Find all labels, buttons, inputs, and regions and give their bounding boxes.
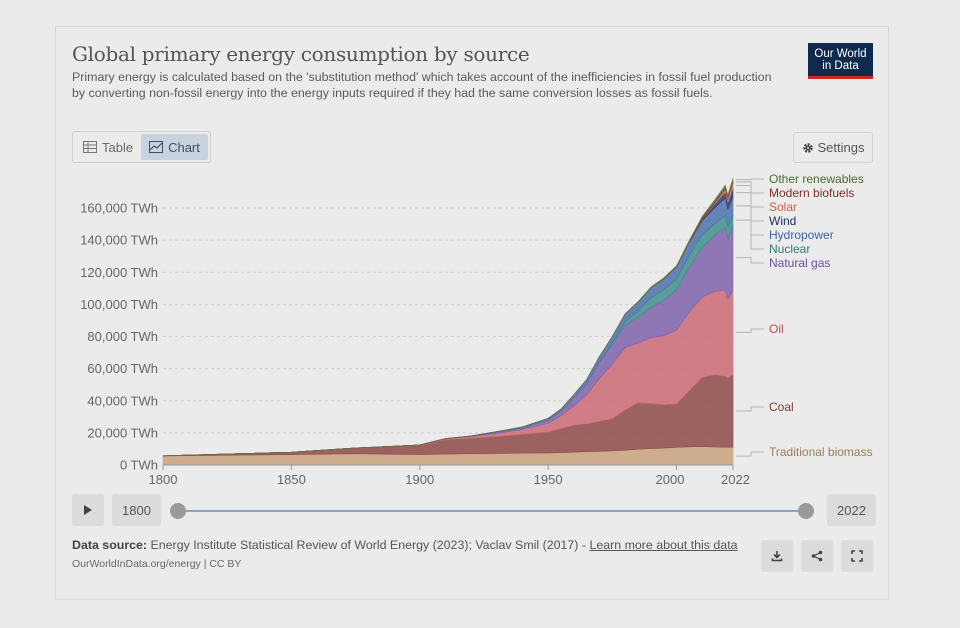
x-tick-label: 1850: [277, 472, 306, 487]
data-source: Data source: Energy Institute Statistica…: [72, 538, 738, 552]
legend-label-coal: Coal: [769, 400, 794, 414]
legend-connector: [736, 257, 764, 264]
settings-button[interactable]: Settings: [793, 132, 873, 163]
legend-connector: [736, 328, 764, 333]
y-tick-label: 80,000 TWh: [87, 329, 158, 344]
view-tabs: Table Chart: [72, 131, 211, 163]
table-icon: [83, 141, 97, 153]
y-tick-label: 40,000 TWh: [87, 393, 158, 408]
legend-label-wind: Wind: [769, 214, 796, 228]
legend-label-hydropower: Hydropower: [769, 228, 834, 242]
legend-connector: [736, 178, 764, 181]
legend-label-modern-biofuels: Modern biofuels: [769, 186, 854, 200]
timeline-end-handle[interactable]: [798, 503, 814, 519]
license-url[interactable]: OurWorldInData.org/energy | CC BY: [72, 558, 242, 570]
logo-line-2: in Data: [822, 60, 859, 72]
y-tick-label: 140,000 TWh: [80, 233, 158, 248]
legend-label-traditional-biomass: Traditional biomass: [769, 445, 873, 459]
x-tick-label: 1900: [405, 472, 434, 487]
share-icon: [811, 550, 823, 562]
y-tick-label: 100,000 TWh: [80, 297, 158, 312]
y-tick-label: 20,000 TWh: [87, 425, 158, 440]
x-tick-label: 2022: [721, 472, 750, 487]
tab-table-label: Table: [102, 139, 134, 155]
source-text: Energy Institute Statistical Review of W…: [150, 538, 586, 552]
legend-label-nuclear: Nuclear: [769, 242, 810, 256]
play-button[interactable]: [72, 494, 104, 526]
legend-label-natural-gas: Natural gas: [769, 256, 830, 270]
chart-icon: [149, 141, 164, 153]
legend-connector: [736, 181, 764, 194]
y-tick-label: 0 TWh: [120, 458, 158, 473]
owid-logo[interactable]: Our World in Data: [808, 43, 873, 79]
legend-connector: [736, 185, 764, 208]
gear-icon: [802, 142, 813, 153]
y-tick-label: 120,000 TWh: [80, 265, 158, 280]
fullscreen-icon: [851, 550, 863, 562]
y-tick-label: 160,000 TWh: [80, 201, 158, 216]
tab-chart-label: Chart: [168, 139, 200, 155]
play-icon: [84, 505, 92, 515]
legend-connector: [736, 451, 764, 457]
start-year-box[interactable]: 1800: [112, 494, 161, 526]
area-other-renewables: [162, 178, 734, 457]
y-tick-label: 60,000 TWh: [87, 361, 158, 376]
fullscreen-button[interactable]: [841, 540, 873, 572]
logo-line-1: Our World: [814, 48, 867, 60]
legend-label-oil: Oil: [769, 322, 784, 336]
x-tick-label: 1800: [149, 472, 178, 487]
tab-chart[interactable]: Chart: [141, 134, 208, 160]
download-icon: [771, 551, 783, 562]
chart-subtitle: Primary energy is calculated based on th…: [72, 70, 772, 100]
legend-label-solar: Solar: [769, 200, 797, 214]
timeline-track[interactable]: [178, 510, 806, 512]
learn-more-link[interactable]: Learn more about this data: [589, 538, 738, 552]
x-tick-label: 2000: [656, 472, 685, 487]
download-button[interactable]: [761, 540, 793, 572]
tab-table[interactable]: Table: [75, 134, 141, 160]
chart-card: [55, 26, 889, 600]
legend-label-other-renewables: Other renewables: [769, 172, 864, 186]
legend-connector: [736, 406, 764, 412]
chart-title: Global primary energy consumption by sou…: [72, 42, 530, 66]
share-button[interactable]: [801, 540, 833, 572]
settings-label: Settings: [817, 140, 865, 155]
timeline-start-handle[interactable]: [170, 503, 186, 519]
source-label: Data source:: [72, 538, 148, 552]
end-year-box[interactable]: 2022: [827, 494, 876, 526]
x-tick-label: 1950: [534, 472, 563, 487]
